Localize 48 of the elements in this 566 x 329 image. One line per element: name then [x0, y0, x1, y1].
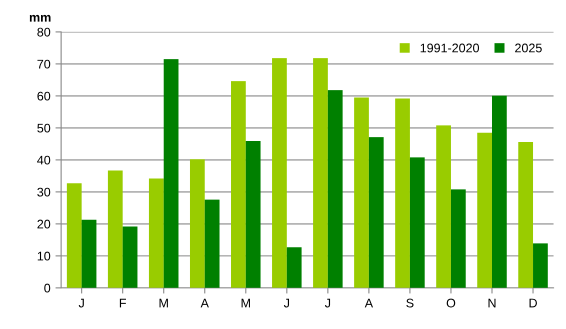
bar: [354, 98, 369, 288]
bar: [272, 58, 287, 288]
bar: [286, 247, 302, 288]
x-tick-label: J: [78, 298, 84, 308]
bar: [395, 98, 410, 288]
bar: [108, 170, 123, 288]
x-tick-label: J: [324, 298, 330, 308]
x-tick-label: M: [160, 298, 168, 308]
bar: [477, 132, 492, 288]
x-tick-label: F: [120, 298, 126, 308]
y-tick-label: 60: [37, 92, 50, 101]
y-tick-label: 80: [37, 28, 50, 37]
x-tick-label: M: [242, 298, 250, 308]
legend-label: 1991-2020: [420, 44, 480, 52]
y-tick-label: 30: [37, 188, 50, 197]
bar: [231, 81, 246, 288]
y-axis-title: mm: [30, 14, 51, 22]
y-tick-label: 20: [37, 220, 50, 229]
bar: [328, 90, 343, 288]
bar: [164, 59, 178, 288]
x-tick-label: A: [200, 298, 209, 308]
bar: [204, 200, 220, 288]
bar: [122, 226, 138, 288]
x-tick-label: J: [284, 298, 290, 308]
y-tick-label: 50: [37, 124, 50, 133]
legend-label: 2025: [515, 44, 542, 52]
bar: [82, 220, 96, 288]
y-tick-label: 0: [44, 284, 50, 293]
bar: [368, 137, 384, 288]
bar: [518, 142, 534, 288]
bar: [66, 183, 82, 288]
y-tick-label: 40: [37, 156, 50, 165]
y-tick-label: 10: [38, 252, 50, 261]
x-tick-label: D: [530, 298, 537, 308]
bar: [436, 125, 451, 288]
bar: [492, 96, 507, 288]
bar: [148, 178, 164, 288]
bar: [410, 157, 425, 288]
bar: [246, 141, 261, 288]
x-tick-label: S: [406, 298, 414, 308]
x-tick-label: N: [488, 298, 496, 308]
y-tick-label: 70: [37, 60, 50, 69]
bar: [190, 159, 205, 288]
x-tick-label: O: [446, 298, 456, 308]
bar: [533, 243, 548, 288]
bar: [313, 58, 328, 288]
x-tick-label: A: [364, 298, 374, 308]
bar: [450, 189, 466, 288]
